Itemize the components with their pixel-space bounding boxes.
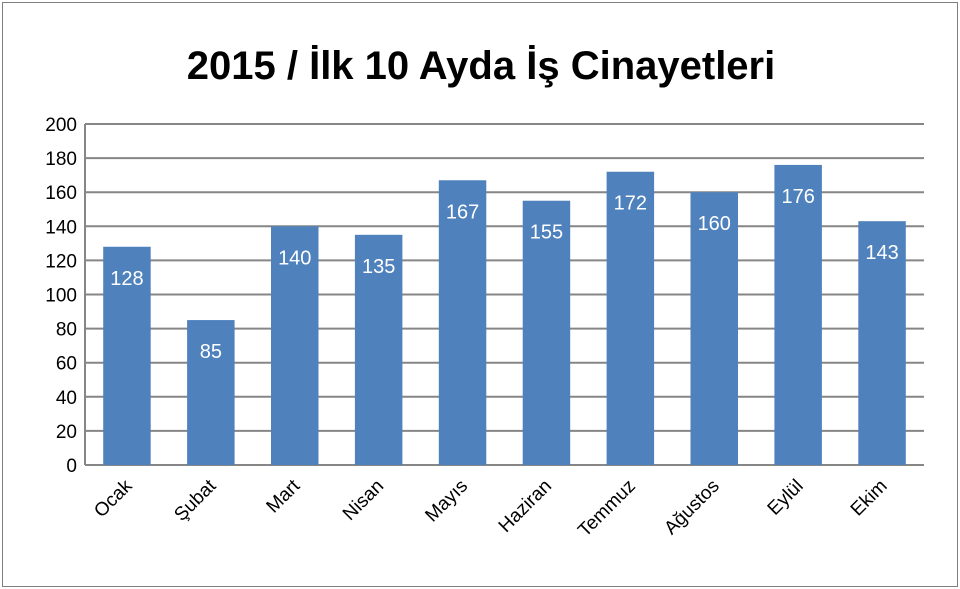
x-category-label: Mart xyxy=(263,475,305,517)
bar-chart: 2015 / İlk 10 Ayda İş Cinayetleri 128851… xyxy=(45,44,924,541)
data-label: 172 xyxy=(614,193,647,215)
bar xyxy=(271,226,319,465)
x-category-label: Ağustos xyxy=(660,476,723,539)
x-category-label: Temmuz xyxy=(574,476,640,542)
y-tick-label: 40 xyxy=(56,388,77,409)
bar xyxy=(690,192,738,465)
x-category-label: Nisan xyxy=(339,476,388,525)
bar xyxy=(606,171,655,466)
y-tick-label: 80 xyxy=(56,320,77,341)
y-tick-label: 160 xyxy=(45,183,77,204)
y-tick-label: 0 xyxy=(66,456,77,477)
bar xyxy=(522,200,571,465)
data-label: 140 xyxy=(278,247,311,269)
data-label: 143 xyxy=(865,242,898,264)
chart-title: 2015 / İlk 10 Ayda İş Cinayetleri xyxy=(187,44,775,88)
bar xyxy=(438,180,487,465)
x-category-label: Eylül xyxy=(764,476,808,520)
y-tick-label: 200 xyxy=(45,115,77,136)
y-tick-label: 20 xyxy=(56,422,77,443)
data-label: 135 xyxy=(362,256,395,278)
value-labels: 128 85 140 135 167 155 172 160 176 143 xyxy=(110,186,898,363)
y-tick-label: 60 xyxy=(56,354,77,375)
y-tick-label: 100 xyxy=(45,286,77,307)
x-category-label: Mayıs xyxy=(421,476,472,527)
bar xyxy=(103,246,151,465)
data-label: 128 xyxy=(110,268,143,290)
y-tick-label: 180 xyxy=(45,149,77,170)
y-tick-label: 120 xyxy=(45,251,77,272)
x-category-label: Ekim xyxy=(847,476,892,521)
x-category-label: Haziran xyxy=(495,476,556,537)
x-category-label: Şubat xyxy=(170,475,220,525)
y-axis-tick-labels: 0 20 40 60 80 100 120 140 160 180 200 xyxy=(45,115,77,477)
data-label: 167 xyxy=(446,201,479,223)
bar xyxy=(774,164,822,466)
data-label: 155 xyxy=(530,222,563,244)
bar xyxy=(858,221,906,465)
bars xyxy=(103,164,906,466)
x-category-label: Ocak xyxy=(90,475,137,522)
data-label: 85 xyxy=(200,341,222,363)
data-label: 176 xyxy=(781,186,814,208)
data-label: 160 xyxy=(698,213,731,235)
bar xyxy=(187,320,235,465)
x-axis-category-labels: Ocak Şubat Mart Nisan Mayıs Haziran Temmuz Ağus… xyxy=(90,475,891,541)
y-tick-label: 140 xyxy=(45,217,77,238)
bar xyxy=(354,234,403,465)
